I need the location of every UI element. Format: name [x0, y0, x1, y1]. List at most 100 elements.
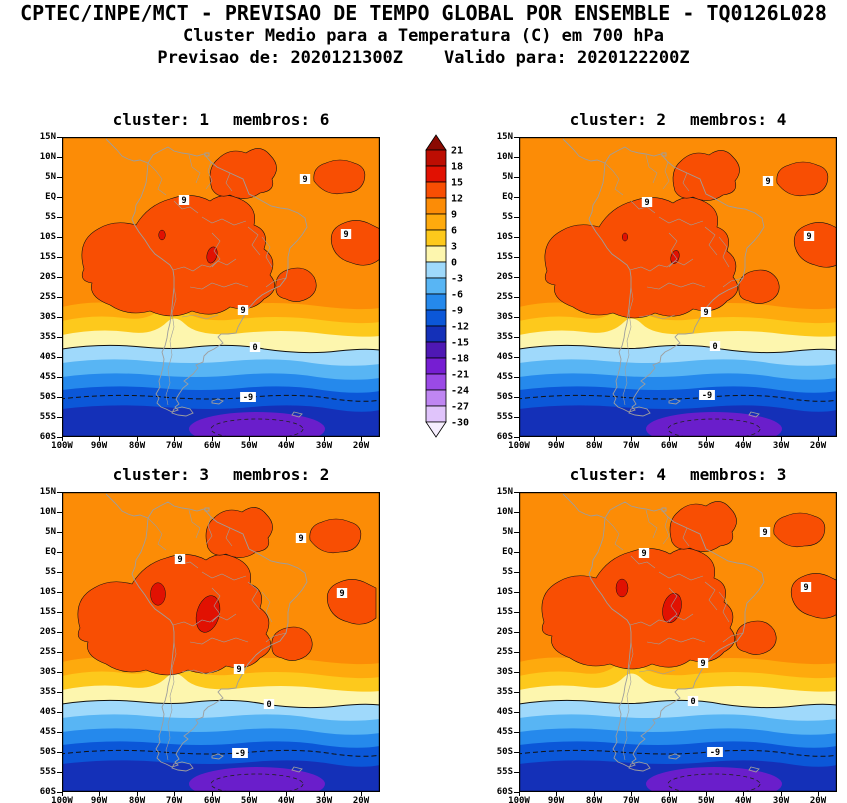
lat-axis-tick — [57, 377, 62, 378]
colorbar-swatch — [425, 341, 447, 359]
colorbar-swatch — [425, 245, 447, 263]
lon-axis-label: 70W — [165, 796, 183, 803]
lat-axis-label: 40S — [496, 352, 513, 362]
warm-anomaly-blobs — [77, 507, 377, 676]
colorbar-swatch — [425, 165, 447, 183]
lat-axis-label: 15S — [39, 252, 56, 262]
contour-label: 9 — [759, 527, 771, 538]
negative-contour — [667, 773, 761, 792]
lon-axis-tick — [62, 437, 63, 441]
lat-axis-label: 45S — [496, 372, 513, 382]
contour-label: 0 — [249, 342, 261, 353]
lon-axis-tick — [324, 792, 325, 796]
lat-axis-tick — [514, 197, 519, 198]
contour-label-text: -9 — [710, 748, 720, 758]
lat-axis-tick — [514, 532, 519, 533]
contour-label-text: 0 — [712, 342, 717, 352]
lon-axis-label: 50W — [240, 796, 258, 803]
contour-label-text: 9 — [644, 198, 649, 208]
lon-axis-label: 70W — [165, 441, 183, 451]
contour-label-text: 9 — [339, 589, 344, 599]
country-borders — [147, 509, 287, 761]
contour-label: -9 — [232, 748, 248, 759]
contour-label-text: -9 — [243, 393, 253, 403]
lat-axis-label: 50S — [39, 392, 56, 402]
colorbar-tick-label: 18 — [451, 162, 463, 173]
lat-axis-label: 25S — [39, 647, 56, 657]
lat-axis-tick — [57, 792, 62, 793]
colorbar-swatch — [425, 293, 447, 311]
lon-axis-tick — [631, 437, 632, 441]
temperature-shading — [519, 492, 837, 792]
lat-axis-label: 55S — [39, 767, 56, 777]
contour-label: 9 — [800, 582, 812, 593]
lat-axis-tick — [57, 532, 62, 533]
contour-label-text: 9 — [762, 528, 767, 538]
contour-label: 9 — [638, 548, 650, 559]
lon-axis-label: 20W — [352, 796, 370, 803]
lat-axis-tick — [514, 317, 519, 318]
lon-axis-label: 90W — [547, 441, 565, 451]
lat-axis-label: 10S — [496, 232, 513, 242]
coastline — [105, 138, 308, 418]
lat-axis-label: 20S — [39, 272, 56, 282]
colorbar-swatch — [425, 357, 447, 375]
lon-axis-tick — [743, 792, 744, 796]
contour-label: 0 — [709, 341, 721, 352]
country-borders — [604, 509, 744, 761]
lon-axis-tick — [706, 437, 707, 441]
lat-axis-tick — [57, 732, 62, 733]
contour-label: 9 — [803, 231, 815, 242]
lat-axis-label: EQ — [45, 547, 56, 557]
map-frame — [62, 492, 380, 792]
lat-axis-tick — [514, 397, 519, 398]
warm-anomaly-blobs — [541, 501, 837, 670]
cluster-label: cluster: 2 — [569, 110, 666, 129]
lat-axis-tick — [57, 512, 62, 513]
contour-label: 0 — [687, 696, 699, 707]
lon-axis-tick — [556, 792, 557, 796]
lat-axis-tick — [514, 752, 519, 753]
lon-axis-tick — [631, 792, 632, 796]
lat-axis-label: 20S — [39, 627, 56, 637]
lat-axis-label: 15N — [496, 132, 513, 142]
country-borders — [604, 154, 744, 406]
lat-axis-tick — [57, 257, 62, 258]
lat-axis-tick — [514, 592, 519, 593]
colorbar-tick-label: -24 — [451, 386, 469, 397]
lat-axis-tick — [57, 652, 62, 653]
contour-label: 9 — [178, 195, 190, 206]
lon-axis-label: 20W — [352, 441, 370, 451]
contour-label-text: 0 — [690, 697, 695, 707]
lat-axis-tick — [514, 377, 519, 378]
membros-label: membros: 3 — [690, 465, 787, 484]
colorbar-swatch — [425, 325, 447, 343]
lon-axis-tick — [706, 792, 707, 796]
lon-axis-tick — [781, 437, 782, 441]
lat-axis-label: 5N — [45, 527, 56, 537]
contour-label-text: 9 — [803, 583, 808, 593]
lon-axis-tick — [594, 437, 595, 441]
colorbar-arrow-top — [425, 134, 447, 151]
contour-label: 9 — [336, 588, 348, 599]
lat-axis-tick — [514, 257, 519, 258]
negative-contour — [210, 773, 304, 792]
lat-axis-tick — [514, 772, 519, 773]
lat-axis-tick — [514, 612, 519, 613]
contour-label-text: 9 — [240, 306, 245, 316]
lat-axis-tick — [514, 512, 519, 513]
lat-axis-tick — [57, 357, 62, 358]
lon-axis-tick — [519, 437, 520, 441]
colorbar-tick-label: -9 — [451, 306, 463, 317]
lat-axis-tick — [514, 217, 519, 218]
lon-axis-label: 40W — [277, 441, 295, 451]
temperature-shading — [62, 137, 380, 437]
lat-axis-label: 15S — [496, 607, 513, 617]
colorbar-tick-label: -30 — [451, 418, 469, 429]
lon-axis-tick — [62, 792, 63, 796]
contour-label-text: 0 — [252, 343, 257, 353]
negative-contour — [667, 418, 761, 437]
contour-label-text: -9 — [702, 391, 712, 401]
contour-label: 9 — [174, 554, 186, 565]
